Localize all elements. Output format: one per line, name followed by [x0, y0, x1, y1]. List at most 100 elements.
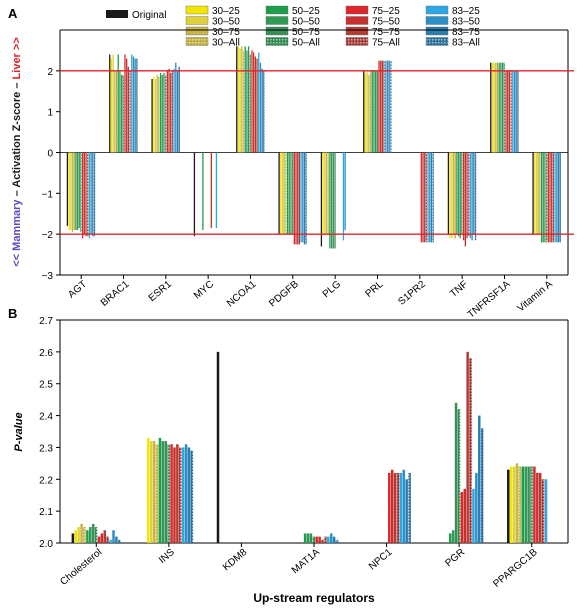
- bar: [390, 469, 394, 543]
- bar: [466, 152, 468, 239]
- bar: [376, 70, 378, 153]
- bar: [215, 152, 218, 229]
- bar: [332, 536, 336, 543]
- bar: [86, 530, 89, 543]
- bar: [80, 152, 82, 233]
- category-label: INS: [157, 547, 177, 566]
- bar: [373, 70, 375, 153]
- bar: [170, 72, 172, 153]
- bar: [472, 488, 475, 543]
- bar: [124, 54, 126, 153]
- bar: [305, 152, 307, 245]
- bar: [547, 152, 549, 243]
- bar: [115, 536, 118, 543]
- category-label: BRAC1: [99, 279, 132, 309]
- bar: [176, 444, 179, 543]
- bar: [386, 60, 389, 153]
- legend-swatch: [185, 37, 209, 46]
- legend-swatch: [265, 5, 289, 15]
- bar: [134, 58, 136, 153]
- bar: [249, 54, 251, 153]
- y-tick-label: −3: [42, 271, 54, 282]
- bar: [159, 72, 162, 153]
- bar: [448, 533, 452, 543]
- bar: [71, 533, 75, 543]
- bar: [449, 152, 451, 239]
- bar: [106, 536, 109, 543]
- bar: [542, 152, 544, 243]
- bar: [132, 56, 135, 153]
- bar: [136, 58, 138, 153]
- bar: [109, 54, 111, 153]
- bar: [493, 62, 495, 153]
- bar: [515, 463, 519, 543]
- legend-label: 50–25: [292, 6, 320, 17]
- bar: [507, 469, 510, 543]
- legend-swatch: [185, 26, 209, 36]
- bar: [420, 152, 422, 243]
- bar: [327, 152, 329, 235]
- bar: [237, 46, 240, 153]
- bar: [154, 79, 157, 153]
- bar: [536, 472, 539, 543]
- legend-swatch: [265, 37, 289, 46]
- y-axis-label: << Mammary – Activation Z-score – Liver …: [11, 37, 23, 267]
- bar: [512, 70, 514, 153]
- y-tick-label: 2.5: [39, 380, 53, 391]
- bar: [90, 152, 92, 235]
- bar: [312, 536, 316, 543]
- bar: [325, 152, 328, 235]
- bar: [454, 152, 456, 239]
- bar: [324, 152, 326, 235]
- y-tick-label: 0: [47, 149, 53, 160]
- bar: [175, 62, 177, 153]
- category-label: TNFRSF1A: [466, 279, 513, 321]
- bar: [131, 54, 133, 153]
- bar: [129, 70, 131, 153]
- legend-label: 30–All: [212, 38, 240, 49]
- bar: [405, 479, 408, 543]
- bar: [554, 152, 556, 243]
- bar: [253, 52, 255, 153]
- bar: [535, 152, 538, 235]
- bar: [447, 152, 450, 235]
- bar: [559, 152, 561, 243]
- bar: [291, 152, 294, 235]
- bar: [491, 62, 494, 153]
- panel-a-chart: −3 −2 −1 0 1 2 AGT BRAC1 ESR1 MYC NCOA1 PDGFB PLG PRL…: [11, 29, 574, 321]
- bar: [512, 466, 516, 543]
- bar: [374, 70, 377, 153]
- legend-label: 50–75: [292, 27, 320, 38]
- bar: [451, 530, 455, 543]
- bar: [285, 152, 287, 235]
- bar: [297, 152, 299, 245]
- legend-label: 75–25: [372, 6, 400, 17]
- bar: [300, 152, 302, 243]
- category-label: KDM8: [221, 547, 250, 574]
- bar: [515, 70, 517, 153]
- bar: [158, 76, 160, 153]
- bar: [173, 447, 176, 543]
- bar: [117, 54, 119, 153]
- bar: [557, 152, 560, 243]
- bar: [322, 152, 324, 235]
- legend-swatch: [425, 16, 449, 25]
- bar: [544, 479, 548, 543]
- category-label: S1PR2: [396, 279, 428, 308]
- legend-swatch: [345, 26, 369, 36]
- legend-swatch: [425, 5, 449, 15]
- legend-label: 83–50: [452, 17, 480, 28]
- bar: [399, 472, 403, 543]
- bar: [501, 62, 504, 153]
- bar: [539, 152, 541, 235]
- bar: [518, 466, 522, 543]
- bar: [120, 74, 123, 153]
- bar: [68, 152, 70, 231]
- bar: [247, 46, 250, 153]
- bar: [161, 441, 165, 543]
- bar: [179, 447, 182, 543]
- legend-label: 50–50: [292, 17, 320, 28]
- bar: [122, 74, 124, 153]
- bar: [318, 536, 321, 543]
- bar: [530, 466, 533, 543]
